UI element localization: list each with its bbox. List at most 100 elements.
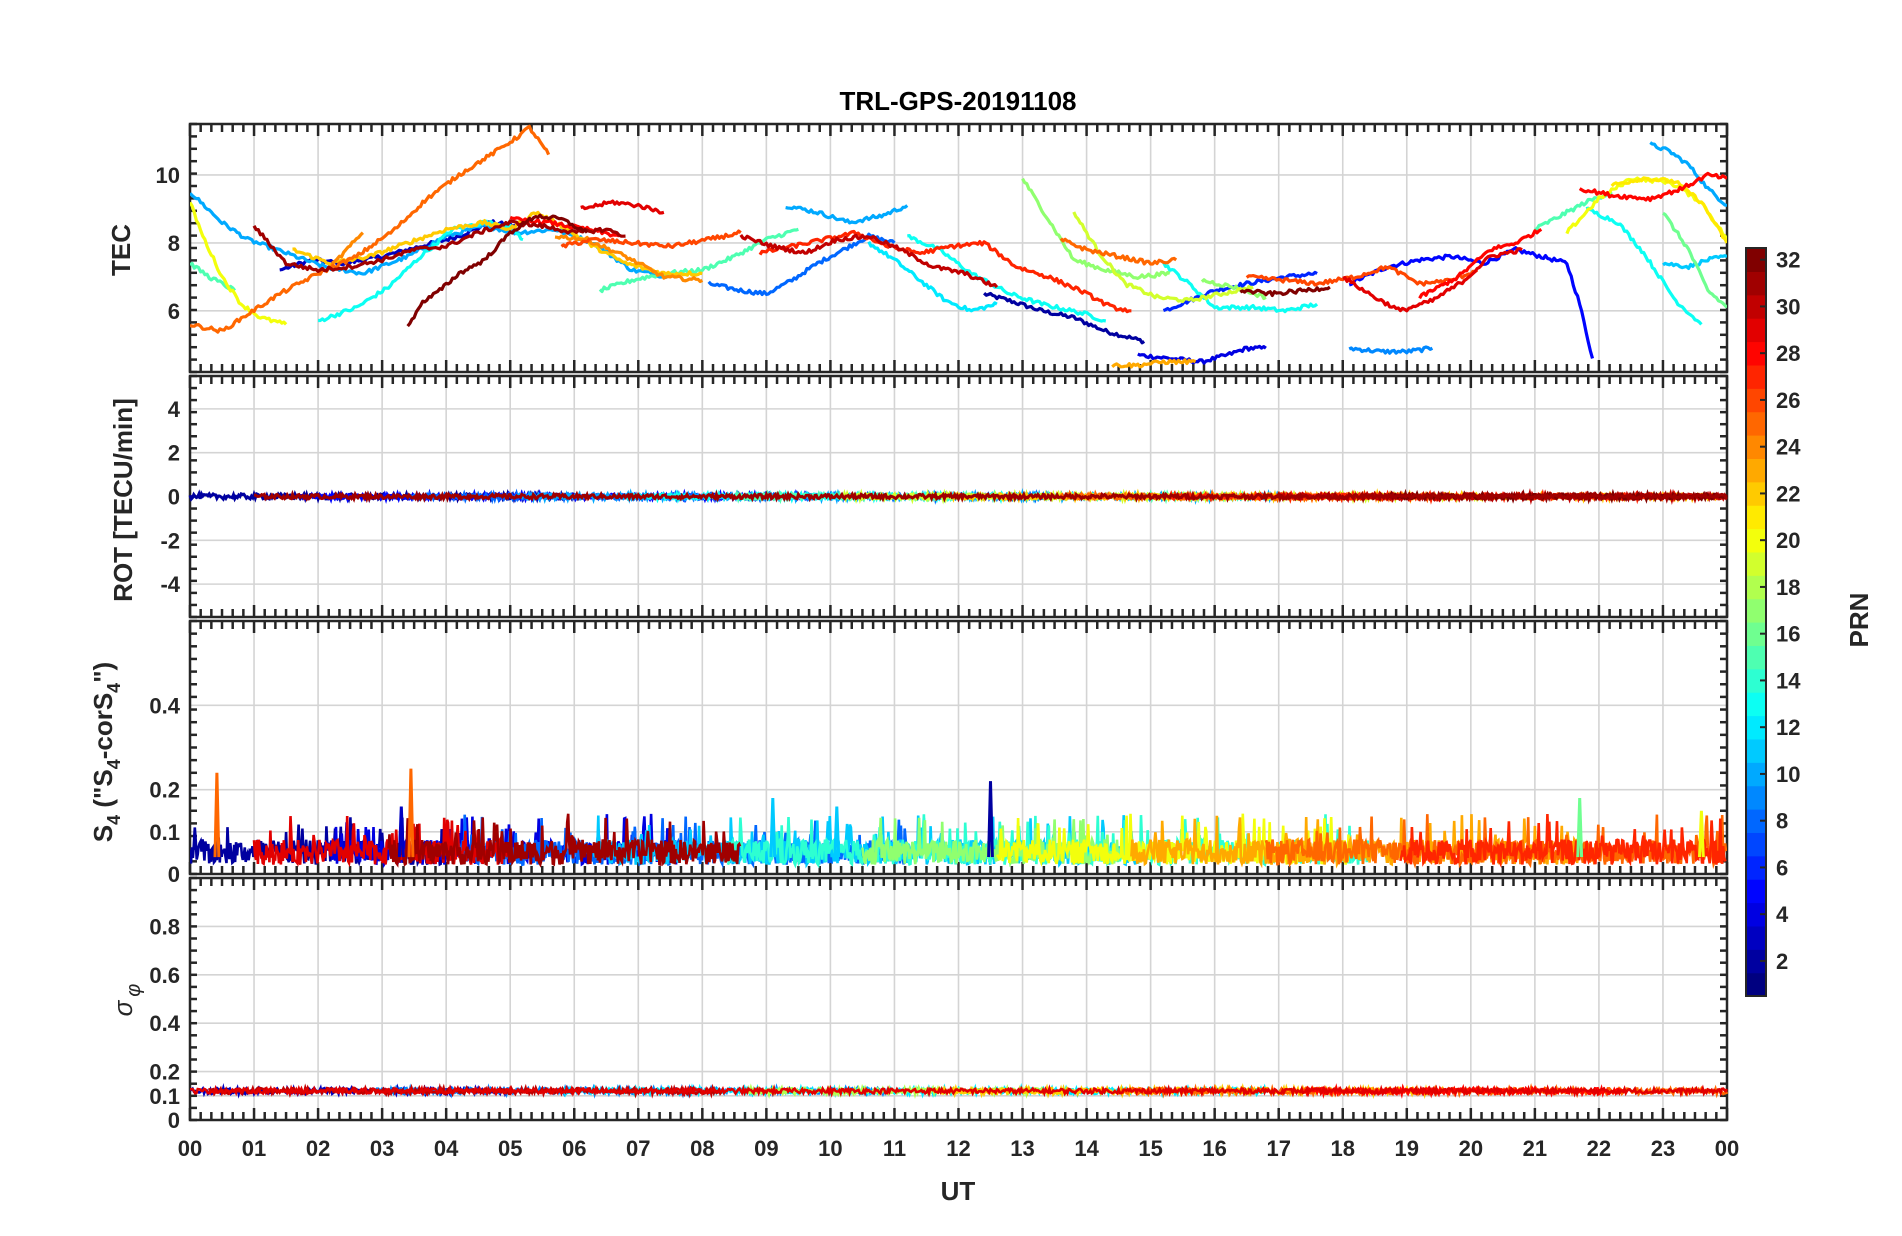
tec-series-prn-2: [983, 291, 1146, 345]
colorbar-swatch-prn-3: [1746, 925, 1766, 950]
tec-series-prn-13: [1585, 206, 1703, 326]
x-tick-label: 22: [1587, 1136, 1611, 1161]
colorbar-tick-label: 2: [1776, 949, 1788, 974]
tec-series-prn-29: [580, 199, 665, 215]
sigma-phi-panel: 00.10.2 0.4 0.6 0.8 00 01 02 03 04 05 06 07 08 09 10 11…: [149, 876, 1739, 1161]
colorbar-tick-label: 16: [1776, 622, 1800, 647]
colorbar-swatch-prn-22: [1746, 481, 1766, 506]
colorbar-swatch-prn-6: [1746, 855, 1766, 880]
sigma-axes-box: [188, 876, 1729, 1122]
x-tick-label: 23: [1651, 1136, 1675, 1161]
tec-series-prn-28: [1418, 227, 1543, 300]
colorbar-swatch-prn-11: [1746, 738, 1766, 763]
tec-series-prn-9: [1348, 345, 1434, 355]
s4-spike-prn-11: [833, 806, 841, 858]
colorbar-swatch-prn-27: [1746, 364, 1766, 389]
s4-label-part-3: -corS: [88, 693, 118, 759]
x-axis-label: UT: [941, 1176, 976, 1206]
colorbar-swatch-prn-30: [1746, 294, 1766, 319]
colorbar-tick-label: 24: [1776, 435, 1801, 460]
colorbar-swatch-prn-19: [1746, 551, 1766, 576]
s4-y-tick-label: 0.4: [149, 693, 180, 718]
rot-y-tick-label: -2: [160, 528, 180, 553]
x-tick-label: 05: [498, 1136, 522, 1161]
s4-y-tick-label: 0.2: [149, 778, 180, 803]
s4-spike-prn-25: [213, 772, 221, 858]
colorbar-swatch-prn-15: [1746, 645, 1766, 670]
tec-series-prn-23: [1111, 358, 1197, 369]
s4-spike-prn-2: [987, 781, 994, 858]
tec-y-tick-label: 6: [168, 299, 180, 324]
s4-y-tick-label: 0.1: [149, 820, 180, 845]
s4-label-sub-1: 4: [104, 815, 124, 825]
colorbar-swatch-prn-26: [1746, 388, 1766, 413]
colorbar-swatch-prn-9: [1746, 785, 1766, 810]
rot-panel: -4 -2 0 2 4: [160, 374, 1729, 619]
tec-series-prn-26: [560, 229, 742, 249]
tec-series-prn-32: [1239, 285, 1331, 298]
s4-label-sub-3: 4: [104, 683, 124, 693]
tec-series-prn-25: [1059, 237, 1178, 266]
sigma-y-tick-label: 0.2: [149, 1060, 180, 1085]
rot-y-label: ROT [TECU/min]: [108, 398, 138, 602]
colorbar-swatch-prn-16: [1746, 622, 1766, 646]
tec-series-prn-15: [598, 227, 799, 294]
colorbar-tick-label: 22: [1776, 481, 1800, 506]
tec-series-prn-10: [1649, 141, 1727, 208]
colorbar-swatch-prn-10: [1746, 762, 1766, 787]
tec-series-prn-17: [1021, 177, 1171, 280]
colorbar-tick-label: 12: [1776, 715, 1800, 740]
tec-series-prn-28: [1578, 171, 1727, 203]
x-tick-label: 08: [690, 1136, 714, 1161]
sigma-symbol: σ: [108, 999, 138, 1016]
tec-series-prn-10: [785, 204, 909, 225]
tec-series-prn-32: [406, 213, 589, 328]
sigma-y-tick-label: 0: [168, 1108, 180, 1133]
colorbar-swatch-prn-31: [1746, 271, 1766, 296]
colorbar-swatch-prn-8: [1746, 809, 1766, 833]
tec-series-prn-31: [252, 219, 626, 273]
colorbar-swatch-prn-4: [1746, 902, 1766, 927]
tec-series-prn-20: [190, 201, 288, 326]
rot-series-prn-31: [253, 489, 1728, 504]
rot-y-tick-label: 4: [168, 397, 181, 422]
s4-spike-prn-16: [1576, 798, 1584, 858]
tec-series-prn-13: [1161, 261, 1319, 314]
colorbar-tick-label: 30: [1776, 294, 1800, 319]
s4-y-tick-label: 0: [168, 862, 180, 887]
tec-series-prn-16: [1662, 211, 1727, 309]
s4-series-prn-31: [387, 813, 742, 868]
s4-traces: [190, 768, 1727, 870]
s4-label-sub-2: 4: [104, 759, 124, 769]
colorbar-swatch-prn-14: [1746, 668, 1766, 693]
colorbar-swatch-prn-23: [1746, 458, 1766, 483]
rot-y-tick-label: -4: [160, 572, 180, 597]
colorbar-tick-label: 20: [1776, 528, 1800, 553]
x-tick-label: 20: [1459, 1136, 1483, 1161]
tec-series-prn-22: [292, 210, 703, 277]
colorbar-label: PRN: [1844, 593, 1874, 648]
x-tick-label: 02: [306, 1136, 330, 1161]
tec-axes-box: [188, 122, 1729, 374]
colorbar-tick-label: 8: [1776, 809, 1788, 834]
phi-subscript: φ: [123, 984, 145, 997]
colorbar-swatch-prn-29: [1746, 318, 1766, 343]
tec-y-tick-label: 8: [168, 231, 180, 256]
s4-y-label: S4 ("S4-corS4"): [88, 662, 124, 842]
tec-traces: [190, 124, 1727, 369]
colorbar-swatch-prn-25: [1746, 411, 1766, 436]
x-tick-label: 18: [1331, 1136, 1355, 1161]
colorbar-swatch-prn-7: [1746, 832, 1766, 857]
colorbar-swatch-prn-24: [1746, 435, 1766, 459]
tec-series-prn-24: [329, 231, 365, 270]
tec-series-prn-27: [758, 229, 1132, 314]
tec-panel: 6 8 10: [156, 122, 1729, 374]
colorbar-tick-label: 28: [1776, 341, 1800, 366]
x-tick-label: 01: [242, 1136, 266, 1161]
tec-series-prn-8: [707, 232, 896, 297]
tec-series-prn-20: [1565, 176, 1727, 241]
x-tick-label: 00: [1715, 1136, 1739, 1161]
x-tick-label: 14: [1074, 1136, 1099, 1161]
